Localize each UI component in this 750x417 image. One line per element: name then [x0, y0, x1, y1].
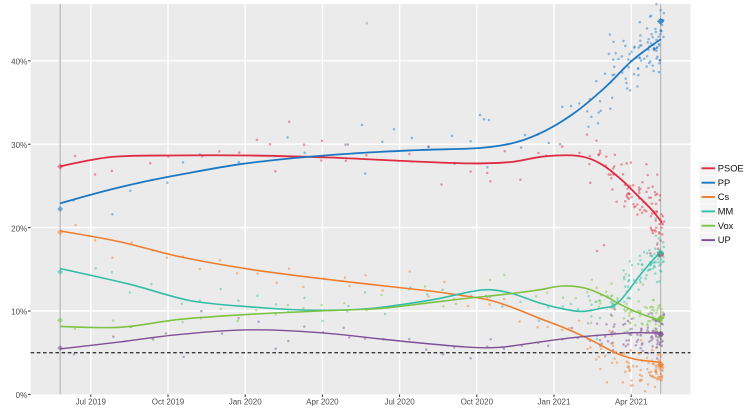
svg-text:30%: 30%	[11, 141, 27, 150]
svg-text:40%: 40%	[11, 58, 27, 67]
svg-text:20%: 20%	[11, 224, 27, 233]
svg-text:MM: MM	[718, 207, 734, 217]
svg-text:Jul 2019: Jul 2019	[76, 398, 107, 407]
svg-text:0%: 0%	[16, 391, 28, 400]
svg-text:10%: 10%	[11, 308, 27, 317]
svg-text:Apr 2021: Apr 2021	[615, 398, 648, 407]
svg-text:Vox: Vox	[718, 221, 734, 231]
svg-text:Jan 2020: Jan 2020	[229, 398, 262, 407]
svg-text:PSOE: PSOE	[718, 164, 744, 174]
svg-text:PP: PP	[718, 178, 730, 188]
svg-text:Jul 2020: Jul 2020	[384, 398, 415, 407]
svg-text:Jan 2021: Jan 2021	[538, 398, 571, 407]
svg-text:Oct 2020: Oct 2020	[461, 398, 494, 407]
svg-text:Cs: Cs	[718, 192, 730, 202]
svg-text:UP: UP	[718, 235, 731, 245]
svg-text:Apr 2020: Apr 2020	[306, 398, 339, 407]
svg-text:Oct 2019: Oct 2019	[152, 398, 185, 407]
